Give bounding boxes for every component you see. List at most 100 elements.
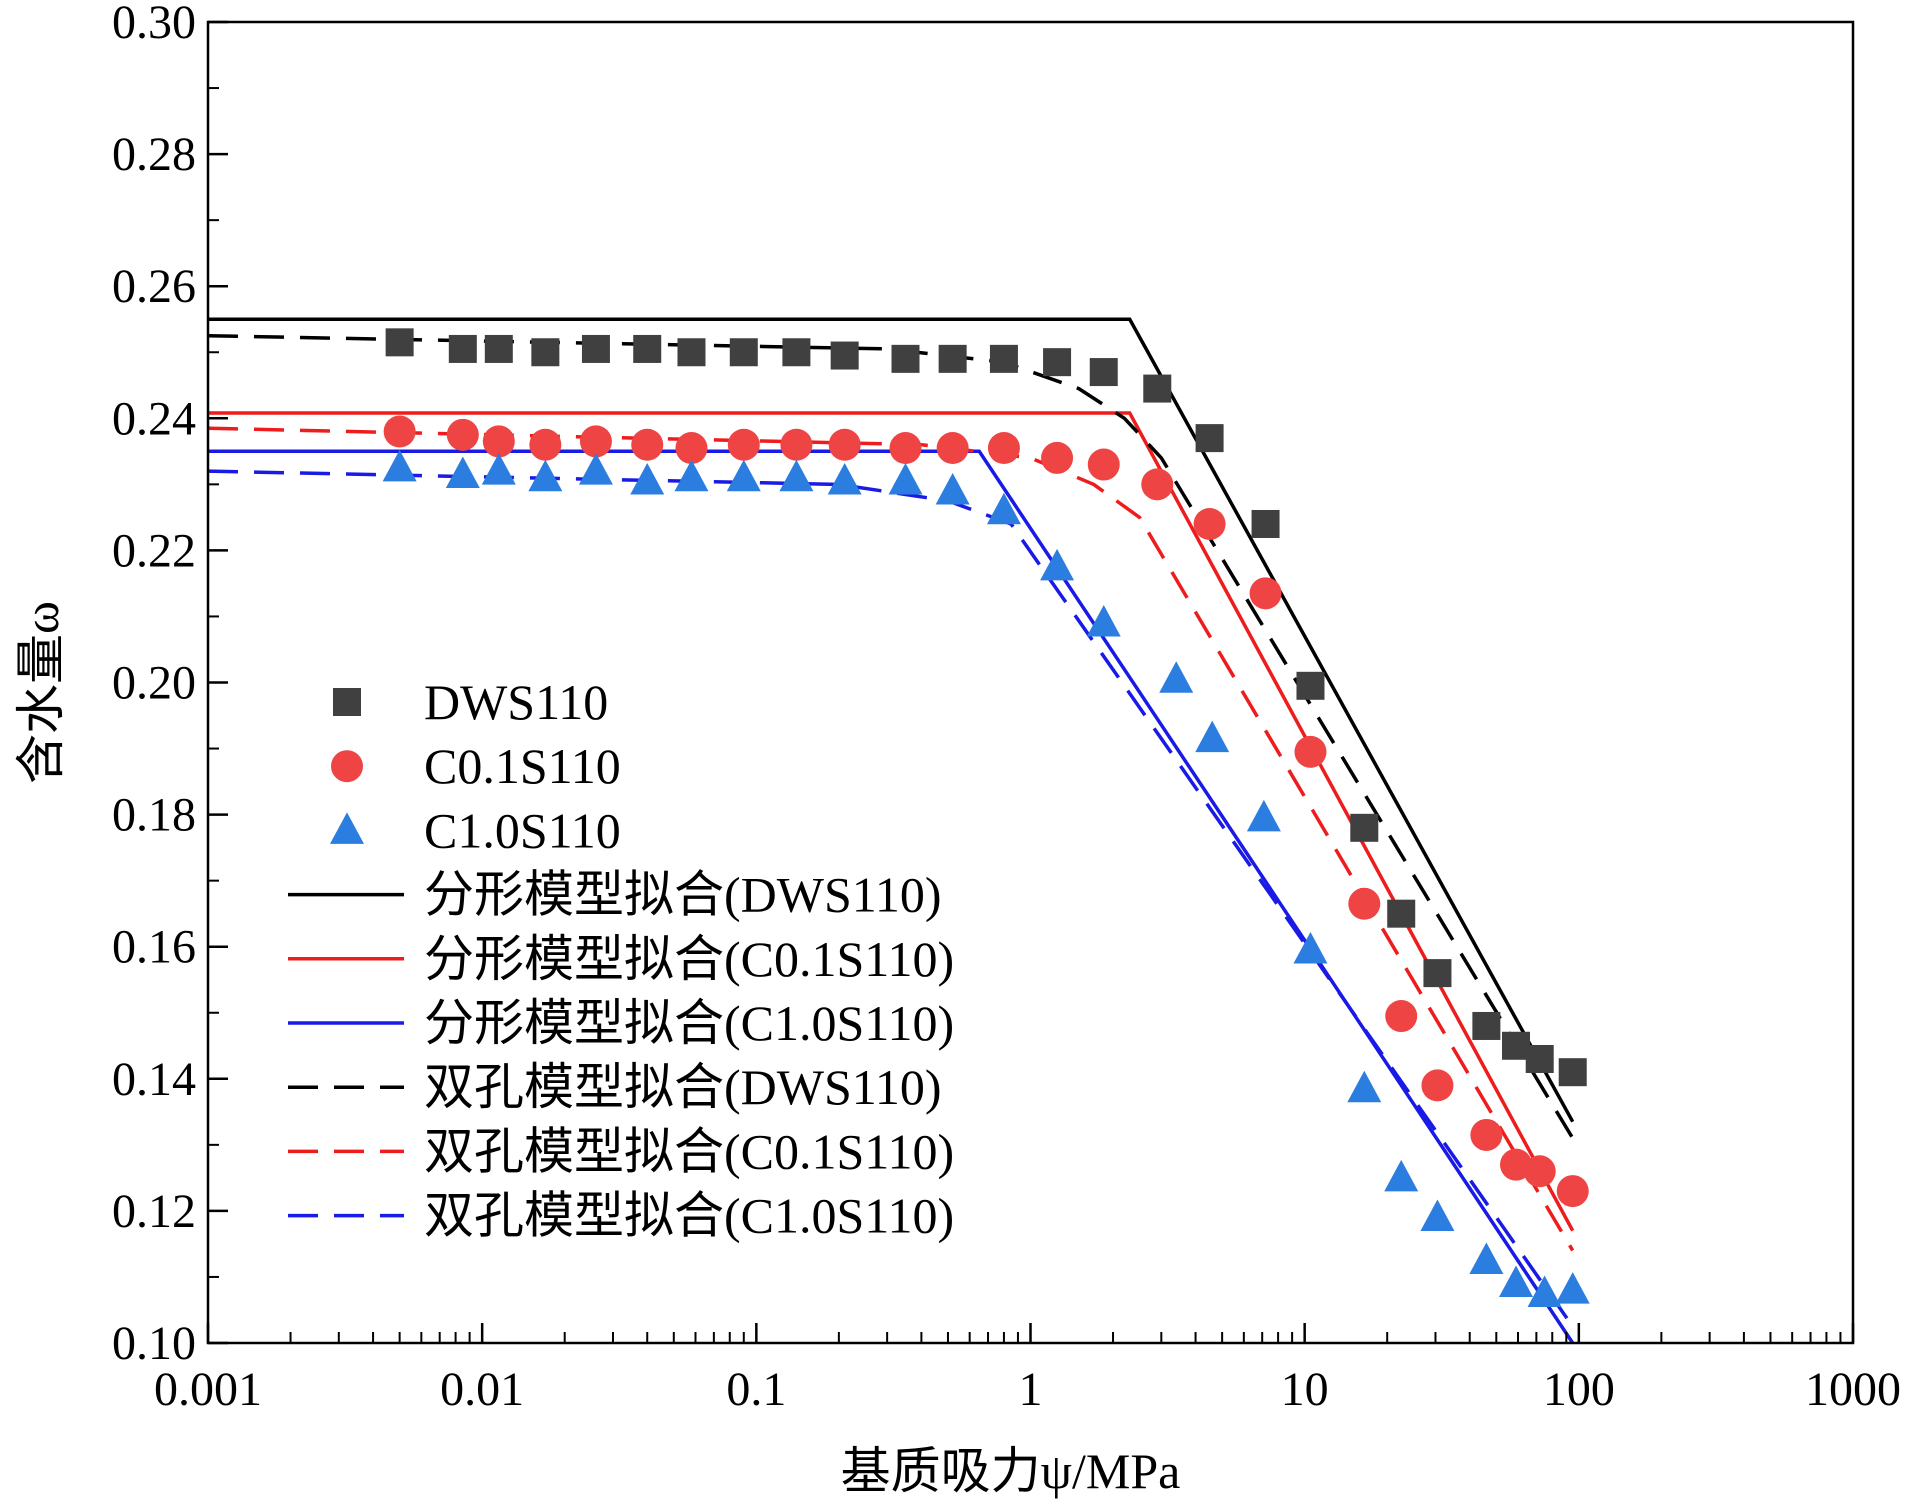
data-point xyxy=(578,453,613,485)
data-point xyxy=(448,334,477,363)
data-point xyxy=(986,492,1021,525)
data-point xyxy=(675,432,708,465)
data-point xyxy=(446,418,479,451)
data-point xyxy=(1141,468,1174,501)
data-point xyxy=(1043,348,1072,377)
series-c0-1s110-solid xyxy=(208,411,1575,1232)
legend-label: 双孔模型拟合(C1.0S110) xyxy=(424,1188,954,1244)
data-point xyxy=(382,449,417,482)
data-point xyxy=(385,328,414,357)
data-point xyxy=(1089,358,1118,387)
x-tick-label: 1 xyxy=(1019,1363,1043,1416)
data-point xyxy=(1385,1000,1418,1033)
y-tick-label: 0.30 xyxy=(112,0,196,49)
data-point xyxy=(1293,932,1328,964)
legend-label: C0.1S110 xyxy=(424,738,621,794)
legend-entry: 分形模型拟合(C1.0S110) xyxy=(288,995,954,1051)
fit-line-3 xyxy=(208,317,1575,1123)
data-point xyxy=(445,456,480,488)
data-point xyxy=(987,432,1020,465)
legend-label: C1.0S110 xyxy=(424,802,621,858)
legend-marker xyxy=(331,750,363,783)
data-point xyxy=(726,459,761,492)
data-point xyxy=(888,463,923,495)
legend-entry: C1.0S110 xyxy=(330,802,621,858)
data-point xyxy=(889,432,922,465)
data-point xyxy=(1555,1272,1590,1304)
x-tick-label: 100 xyxy=(1543,1363,1615,1416)
y-tick-label: 0.14 xyxy=(112,1053,196,1106)
legend-entry: C0.1S110 xyxy=(331,738,621,794)
x-tick-label: 10 xyxy=(1281,1363,1329,1416)
legend-entry: 双孔模型拟合(C1.0S110) xyxy=(288,1188,954,1244)
x-tick-label: 0.01 xyxy=(440,1363,524,1416)
x-tick-label: 0.1 xyxy=(726,1363,786,1416)
data-point xyxy=(779,459,814,492)
data-point xyxy=(1384,1159,1419,1192)
data-point xyxy=(481,453,516,485)
data-point xyxy=(528,459,563,492)
data-point xyxy=(674,459,709,492)
legend-marker xyxy=(330,812,364,844)
series-c1-0s110-points xyxy=(382,449,1590,1307)
legend-label: DWS110 xyxy=(424,674,608,730)
fit-line-4 xyxy=(208,411,1575,1232)
data-point xyxy=(383,415,416,448)
data-point xyxy=(780,428,813,461)
series-dws110-points xyxy=(385,328,1587,1087)
data-point xyxy=(989,344,1018,373)
legend-marker xyxy=(333,688,361,716)
data-point xyxy=(727,428,760,461)
legend-label: 分形模型拟合(C1.0S110) xyxy=(424,995,954,1051)
data-point xyxy=(935,472,970,505)
data-point xyxy=(633,334,662,363)
data-point xyxy=(1348,887,1381,920)
data-point xyxy=(677,338,706,367)
x-axis-title: 基质吸力ψ/MPa xyxy=(841,1443,1181,1499)
data-point xyxy=(1251,509,1280,538)
data-point xyxy=(1086,605,1121,637)
data-point xyxy=(1523,1155,1556,1188)
series-c0-1s110-points xyxy=(383,415,1589,1208)
y-axis-title: 含水量ω xyxy=(13,601,69,784)
y-tick-label: 0.18 xyxy=(112,789,196,842)
data-point xyxy=(1502,1031,1531,1060)
data-point xyxy=(1040,548,1075,581)
data-point xyxy=(1041,441,1074,474)
data-point xyxy=(1195,720,1230,753)
data-point xyxy=(1387,899,1416,928)
data-point xyxy=(828,428,861,461)
legend-entry: 分形模型拟合(DWS110) xyxy=(288,867,942,923)
data-point xyxy=(1525,1044,1554,1073)
data-point xyxy=(1159,661,1194,693)
legend-entry: 分形模型拟合(C0.1S110) xyxy=(288,931,954,987)
legend-label: 双孔模型拟合(DWS110) xyxy=(424,1059,942,1115)
x-tick-label: 0.001 xyxy=(154,1363,262,1416)
y-tick-label: 0.20 xyxy=(112,657,196,710)
data-point xyxy=(482,425,515,458)
y-tick-label: 0.16 xyxy=(112,921,196,974)
y-tick-label: 0.24 xyxy=(112,392,196,445)
y-tick-label: 0.22 xyxy=(112,524,196,577)
data-point xyxy=(1246,799,1281,832)
data-point xyxy=(1143,374,1172,403)
series-dws110-solid xyxy=(208,317,1575,1123)
data-point xyxy=(1423,959,1452,988)
y-tick-label: 0.26 xyxy=(112,260,196,313)
data-point xyxy=(630,463,665,495)
data-point xyxy=(827,463,862,495)
data-point xyxy=(1195,424,1224,453)
legend-entry: 双孔模型拟合(DWS110) xyxy=(288,1059,942,1115)
data-point xyxy=(1499,1265,1534,1298)
legend-label: 分形模型拟合(C0.1S110) xyxy=(424,931,954,987)
y-tick-label: 0.10 xyxy=(112,1317,196,1370)
data-point xyxy=(1087,448,1120,481)
data-point xyxy=(938,344,967,373)
data-point xyxy=(891,344,920,373)
data-point xyxy=(581,334,610,363)
data-point xyxy=(1556,1175,1589,1208)
data-point xyxy=(1527,1275,1562,1307)
data-point xyxy=(529,428,562,461)
